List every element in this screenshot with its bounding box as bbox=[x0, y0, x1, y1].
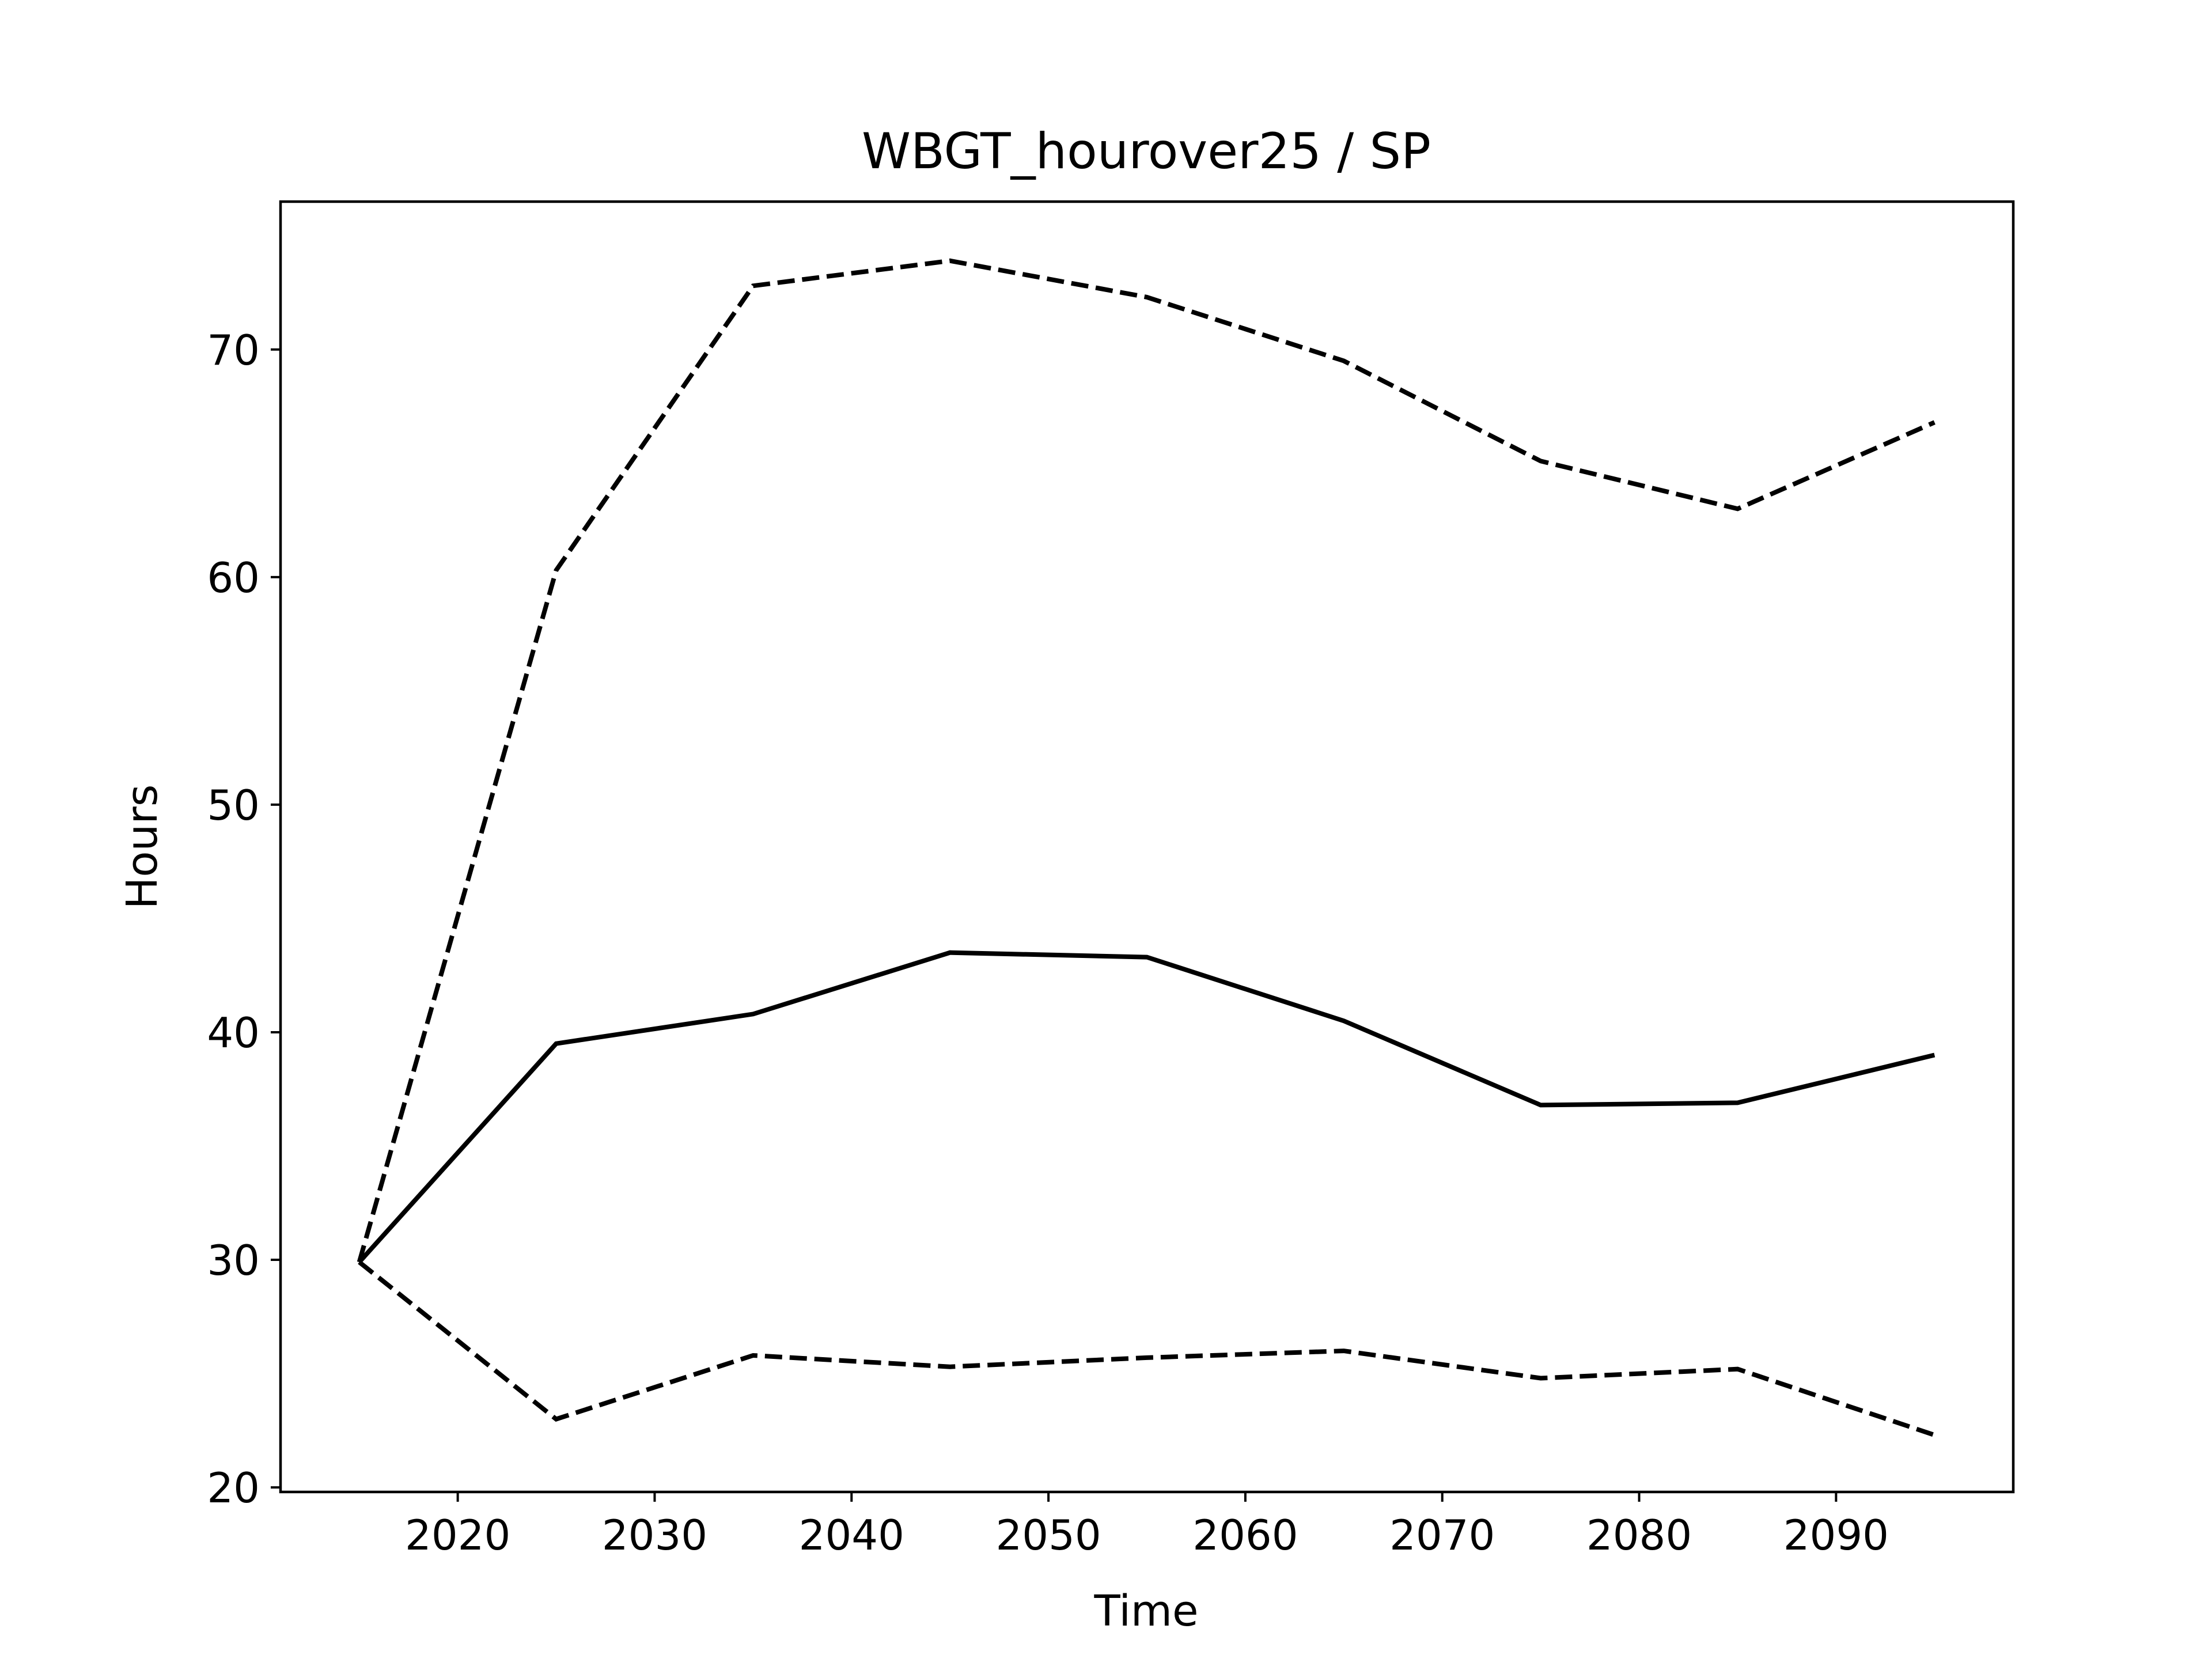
x-tick-label: 2060 bbox=[1192, 1511, 1298, 1559]
plot-frame bbox=[279, 200, 2015, 1494]
x-tick-label: 2040 bbox=[799, 1511, 904, 1559]
series-line-2 bbox=[357, 258, 1936, 1263]
y-tick-label: 30 bbox=[207, 1236, 260, 1285]
y-tick-label: 70 bbox=[207, 326, 260, 374]
y-axis-label: Hours bbox=[118, 785, 167, 910]
y-tick-label: 50 bbox=[207, 781, 260, 830]
y-axis-ticks: 20 30 40 50 60 70 bbox=[207, 326, 281, 1512]
x-tick-label: 2020 bbox=[405, 1511, 510, 1559]
y-tick-label: 40 bbox=[207, 1009, 260, 1057]
chart-title: WBGT_hourover25 / SP bbox=[862, 123, 1431, 180]
series-line-1 bbox=[357, 950, 1936, 1264]
x-tick-label: 2070 bbox=[1389, 1511, 1495, 1559]
y-tick-label: 60 bbox=[207, 554, 260, 602]
x-axis-label: Time bbox=[1093, 1586, 1198, 1636]
series-layer bbox=[357, 258, 1936, 1437]
x-tick-label: 2050 bbox=[995, 1511, 1101, 1559]
x-tick-label: 2030 bbox=[602, 1511, 707, 1559]
series-line-3 bbox=[358, 1260, 1936, 1437]
x-axis-ticks: 2020 2030 2040 2050 2060 2070 2080 2090 bbox=[405, 1492, 1889, 1559]
y-tick-label: 20 bbox=[207, 1464, 260, 1512]
x-tick-label: 2090 bbox=[1783, 1511, 1889, 1559]
x-tick-label: 2080 bbox=[1586, 1511, 1692, 1559]
